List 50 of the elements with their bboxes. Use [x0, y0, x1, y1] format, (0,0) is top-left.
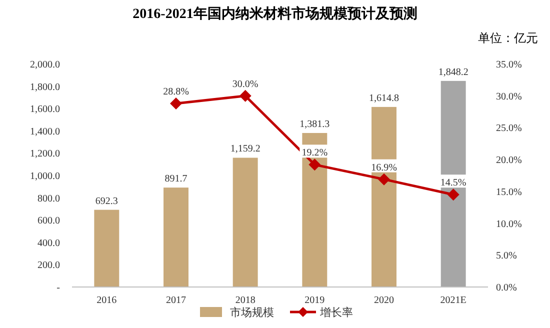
point [239, 90, 252, 102]
data-label: 692.3 [95, 196, 118, 207]
y-tick-label: 1,600.0 [30, 104, 60, 116]
y-tick-label: 1,800.0 [30, 82, 60, 93]
y-tick-label: 2,000.0 [30, 60, 60, 70]
point [378, 173, 390, 186]
data-label: 1,848.2 [438, 66, 468, 78]
point [170, 98, 182, 110]
y2-tick-label: 15.0% [496, 186, 522, 198]
data-label: 891.7 [164, 174, 188, 185]
data-label: 16.9% [371, 162, 397, 174]
y2-tick-label: 0.0% [496, 282, 517, 294]
y-tick-label: 1,400.0 [30, 126, 60, 138]
point [447, 188, 460, 201]
point [308, 158, 321, 171]
text: 单位：亿元 [478, 31, 538, 45]
x-tick-label: 2019 [304, 295, 325, 306]
x-tick-label: 2017 [166, 295, 186, 306]
y-tick-label: 1,000.0 [30, 171, 60, 182]
data-label: 1,614.8 [369, 92, 399, 104]
legend-label: 市场规模 [230, 306, 274, 319]
x-tick-label: 2018 [235, 295, 256, 306]
y2-tick-label: 5.0% [496, 250, 517, 262]
data-label: 19.2% [302, 148, 328, 159]
data-label: 1,381.3 [300, 118, 330, 130]
y-tick-label: - [56, 282, 60, 294]
bar [440, 80, 466, 287]
legend-label: 增长率 [319, 306, 353, 319]
y2-tick-label: 25.0% [496, 123, 522, 134]
y2-tick-label: 30.0% [496, 91, 522, 102]
bar [94, 210, 120, 287]
y-tick-label: 200.0 [38, 260, 60, 272]
y2-tick-label: 20.0% [496, 155, 522, 166]
y-tick-label: 800.0 [38, 193, 60, 204]
y2-tick-label: 35.0% [496, 60, 522, 70]
x-tick-label: 2021E [440, 295, 466, 306]
y-tick-label: 600.0 [38, 216, 60, 227]
data-label: 14.5% [440, 178, 466, 189]
chart-title: 2016-2021年国内纳米材料市场规模预计及预测 [132, 5, 418, 22]
bar [232, 158, 258, 287]
y-tick-label: 1,200.0 [30, 148, 60, 160]
y2-tick-label: 10.0% [496, 218, 522, 230]
data-label: 30.0% [232, 78, 258, 90]
bar [372, 106, 396, 287]
bar [164, 188, 188, 287]
data-label: 1,159.2 [230, 144, 260, 155]
x-tick-label: 2016 [96, 295, 117, 306]
data-label: 28.8% [163, 86, 189, 98]
x-tick-label: 2020 [374, 295, 394, 306]
y-tick-label: 400.0 [38, 238, 60, 249]
